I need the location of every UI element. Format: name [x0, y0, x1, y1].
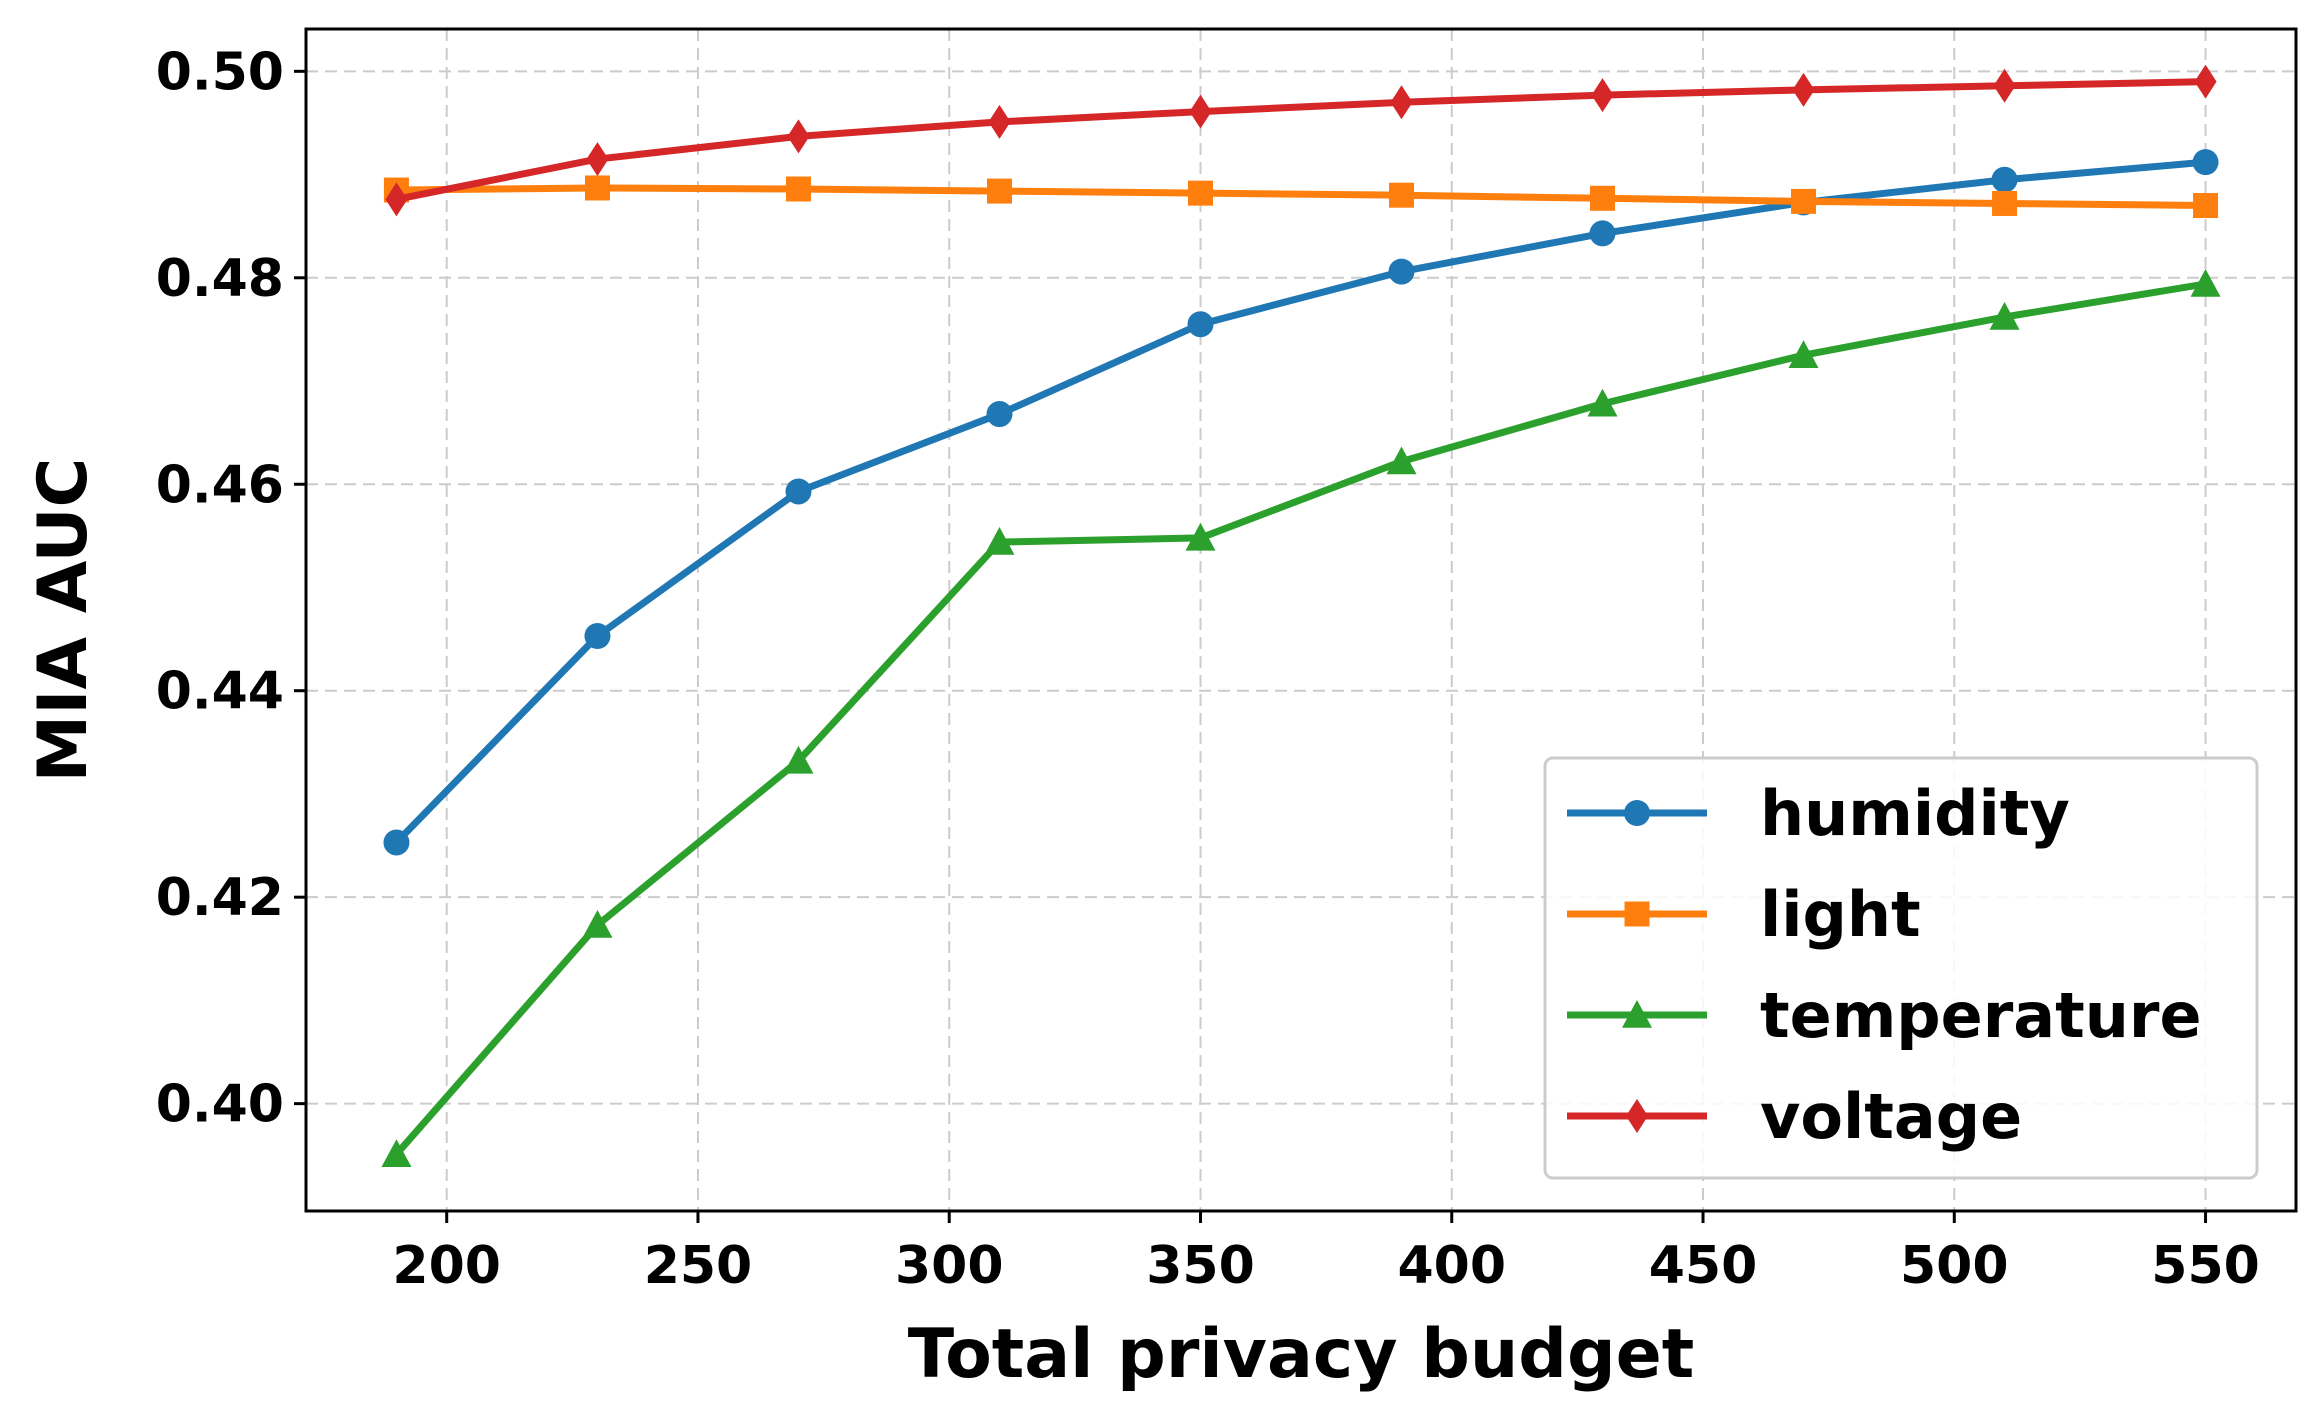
y-tick-label: 0.50: [156, 42, 284, 102]
series-temperature: [381, 268, 2221, 1167]
data-point-voltage: [1792, 72, 1815, 107]
legend-marker-humidity: [1624, 800, 1650, 826]
data-point-temperature: [1185, 522, 1216, 551]
data-point-humidity: [785, 478, 812, 505]
legend-label-temperature: temperature: [1760, 979, 2202, 1052]
series-voltage: [385, 64, 2217, 217]
legend-item-light: light: [1567, 878, 1921, 951]
legend-marker-light: [1624, 901, 1650, 927]
data-point-temperature: [783, 745, 814, 774]
y-tick-label: 0.40: [156, 1075, 284, 1135]
data-point-light: [584, 175, 610, 201]
data-point-humidity: [383, 829, 410, 856]
data-point-voltage: [385, 182, 408, 217]
series-line-voltage: [392, 78, 2210, 203]
y-tick-label: 0.44: [156, 662, 284, 722]
data-point-light: [986, 178, 1012, 204]
data-point-humidity: [1589, 220, 1616, 247]
series-line-light: [392, 184, 2210, 210]
series-lines: [381, 64, 2221, 1167]
legend: humidity light temperature voltage: [1543, 756, 2259, 1180]
data-point-voltage: [1189, 94, 1212, 129]
x-tick-label: 200: [392, 1236, 501, 1296]
data-point-temperature: [1788, 340, 1819, 368]
x-tick-label: 350: [1146, 1236, 1255, 1296]
data-point-humidity: [986, 401, 1013, 428]
data-point-light: [1389, 182, 1415, 208]
data-point-humidity: [1388, 258, 1415, 285]
data-point-light: [785, 176, 811, 202]
data-point-humidity: [1991, 166, 2018, 193]
legend-item-humidity: humidity: [1567, 777, 2070, 850]
legend-marker-voltage: [1626, 1099, 1648, 1133]
x-axis-title: Total privacy budget: [908, 1315, 1695, 1394]
data-point-humidity: [2192, 149, 2219, 176]
data-point-voltage: [2194, 64, 2217, 99]
data-point-temperature: [984, 527, 1015, 555]
legend-label-voltage: voltage: [1760, 1080, 2022, 1153]
data-point-temperature: [381, 1139, 412, 1167]
legend-item-temperature: temperature: [1567, 979, 2202, 1052]
data-point-voltage: [988, 104, 1011, 139]
legend-label-light: light: [1760, 878, 1921, 951]
plot-area-frame: [304, 27, 2298, 1213]
x-tick-label: 450: [1649, 1236, 1758, 1296]
data-point-light: [1187, 180, 1213, 206]
data-point-voltage: [787, 119, 810, 154]
data-point-voltage: [1591, 78, 1614, 113]
data-point-voltage: [1993, 68, 2016, 103]
x-tick-label: 550: [2151, 1236, 2260, 1296]
y-tick-label: 0.46: [156, 455, 284, 515]
data-point-light: [2193, 193, 2219, 219]
legend-marker-temperature: [1622, 1000, 1652, 1028]
legend-item-voltage: voltage: [1567, 1080, 2022, 1153]
x-tick-label: 300: [895, 1236, 1004, 1296]
x-tick-label: 500: [1900, 1236, 2009, 1296]
x-tick-label: 400: [1397, 1236, 1506, 1296]
x-tick-label: 250: [644, 1236, 753, 1296]
axis-ticks: 200 250 300 350 400 450 500 550 0.40 0.42 0.44 0.46…: [156, 42, 2260, 1296]
y-axis-title: MIA AUC: [24, 458, 103, 783]
series-light: [383, 175, 2219, 219]
y-tick-label: 0.48: [156, 249, 284, 309]
legend-label-humidity: humidity: [1760, 777, 2070, 850]
data-point-humidity: [584, 623, 611, 650]
data-point-humidity: [1187, 311, 1214, 338]
series-line-temperature: [392, 280, 2210, 1158]
data-point-temperature: [1587, 388, 1618, 417]
data-point-light: [1791, 188, 1817, 214]
series-line-humidity: [392, 158, 2210, 846]
data-point-light: [1590, 185, 1616, 211]
data-point-temperature: [2190, 268, 2221, 297]
data-point-voltage: [586, 142, 609, 177]
data-point-temperature: [582, 910, 613, 938]
y-tick-label: 0.42: [156, 868, 284, 928]
data-point-temperature: [1989, 302, 2020, 330]
data-point-light: [1992, 190, 2018, 216]
data-point-voltage: [1390, 85, 1413, 120]
data-point-temperature: [1386, 446, 1417, 475]
legend-frame: [1543, 756, 2259, 1180]
